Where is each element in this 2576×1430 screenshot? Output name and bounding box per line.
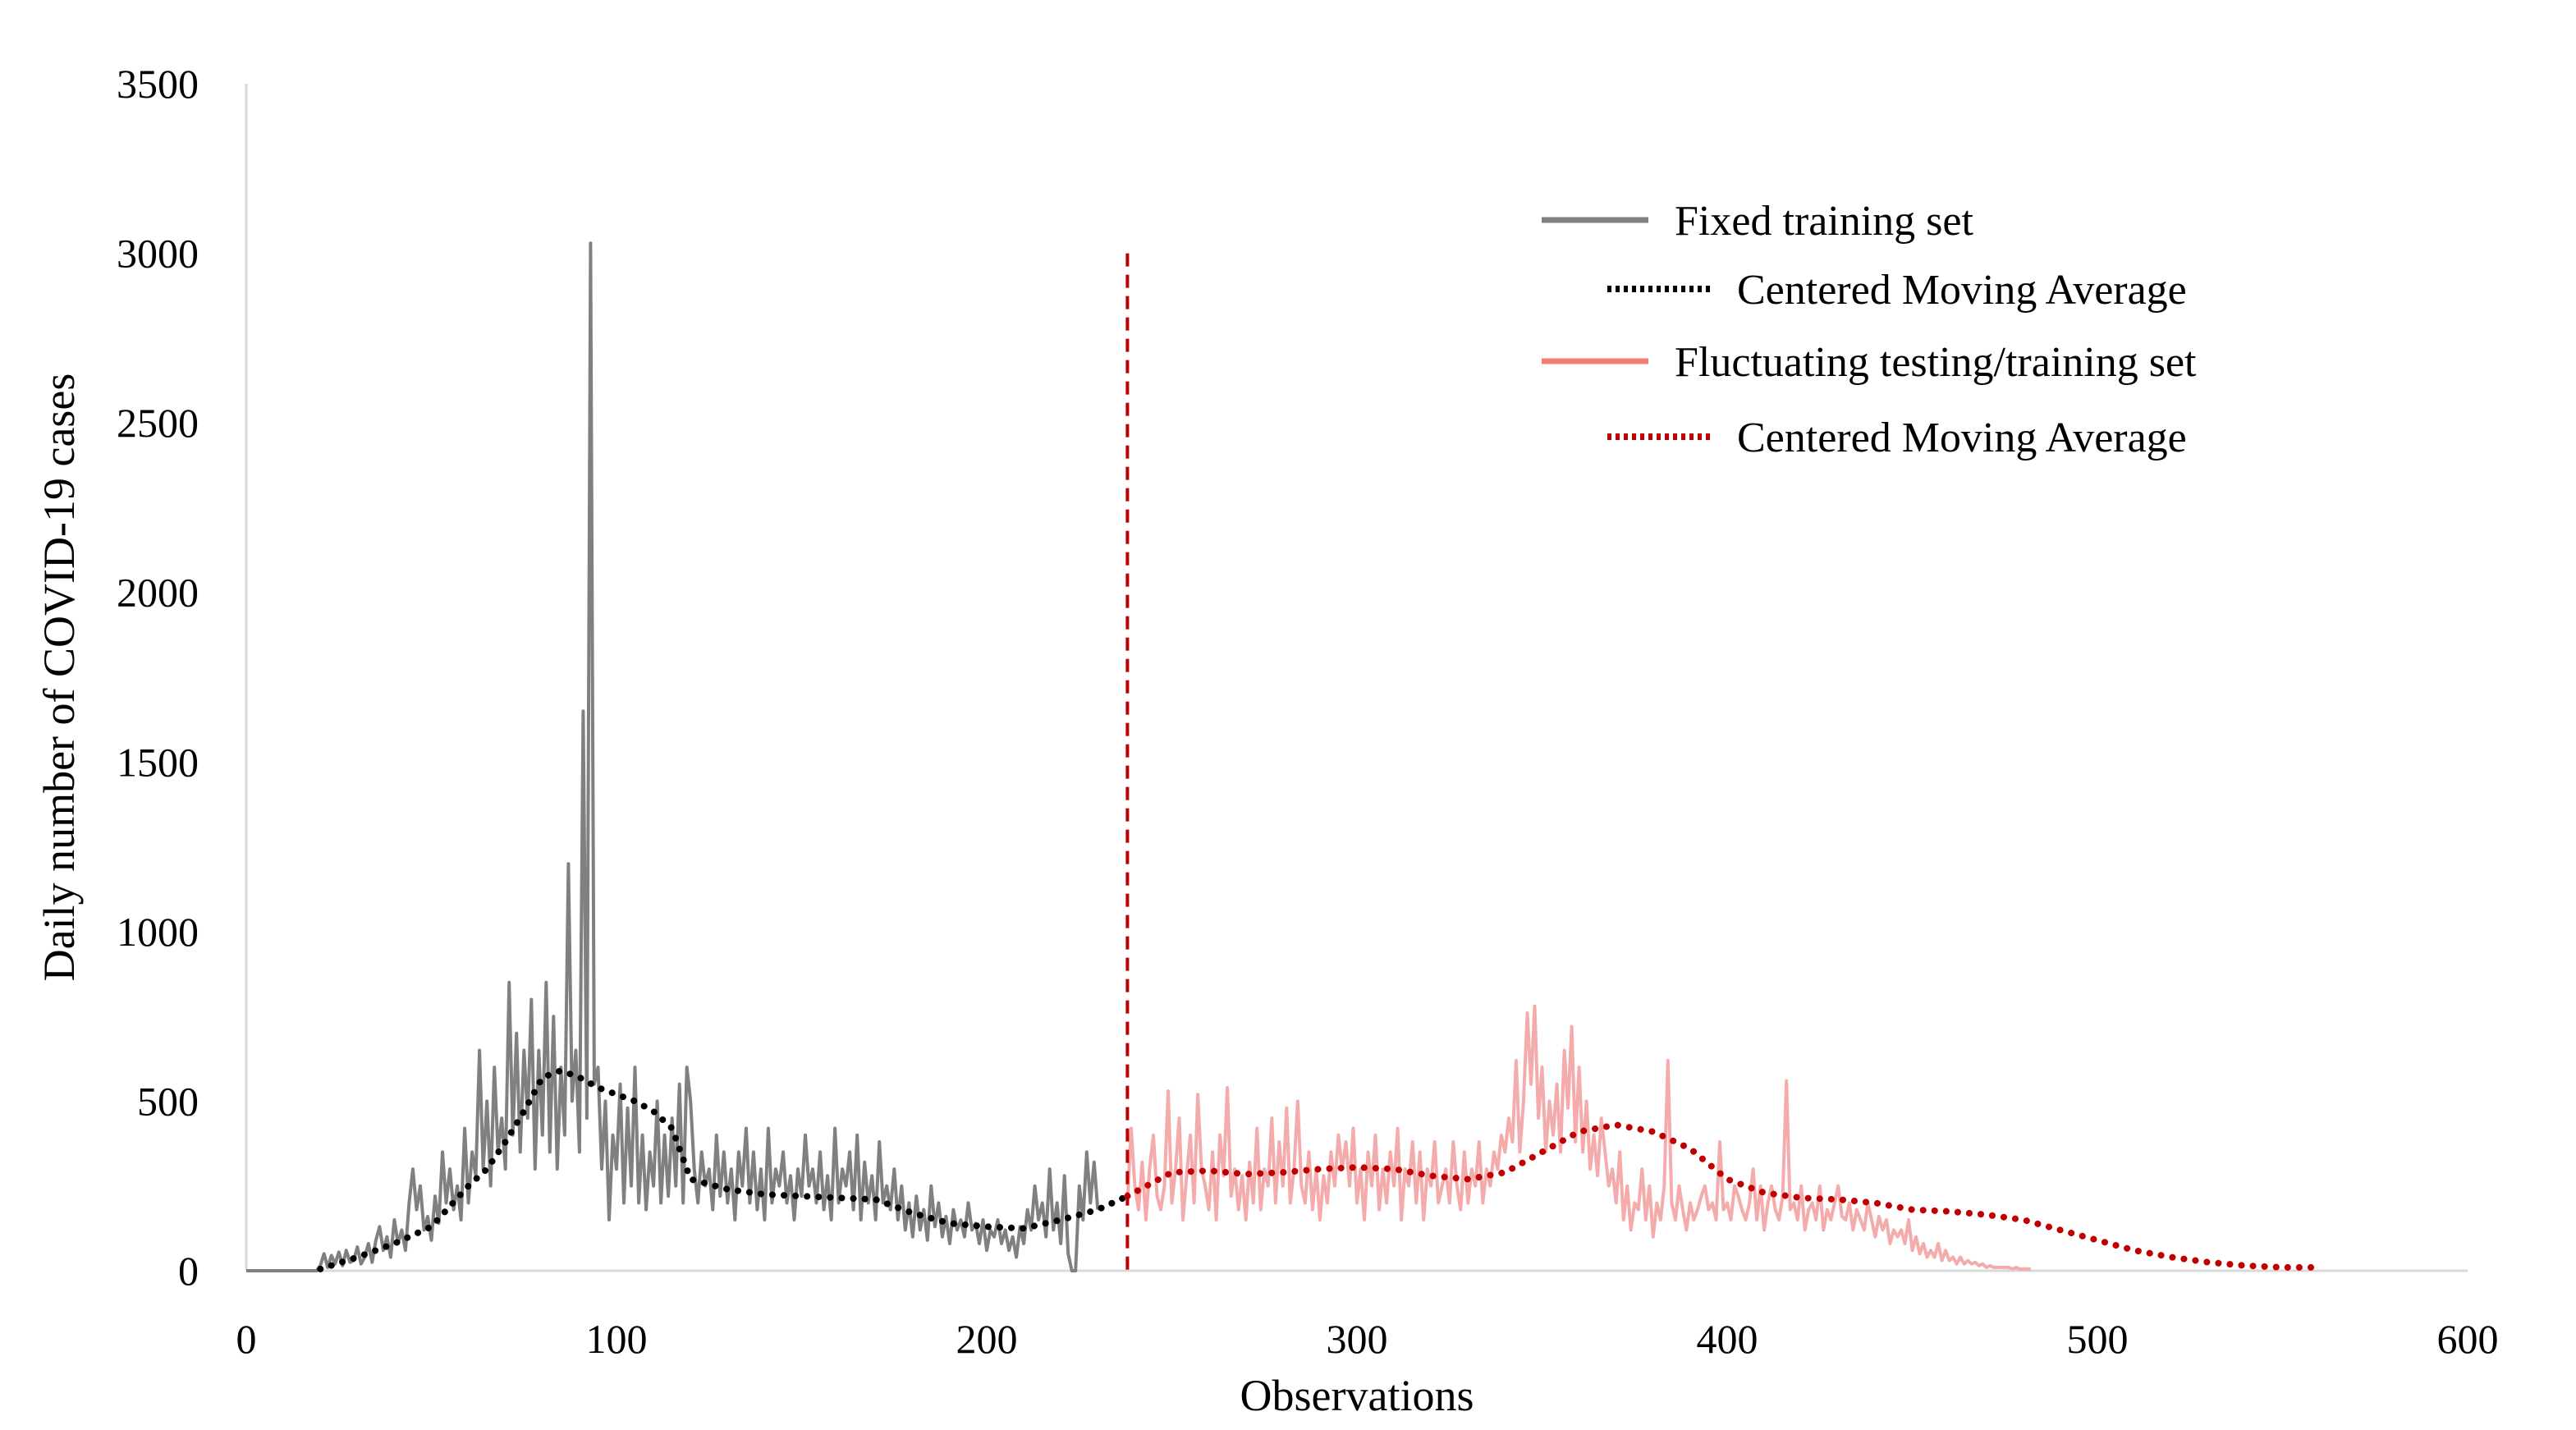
y-axis-title: Daily number of COVID-19 cases — [34, 374, 84, 982]
series-layer — [246, 241, 2316, 1272]
x-tick-label: 100 — [586, 1316, 648, 1362]
legend-item-moving-average-red: Centered Moving Average — [1607, 415, 2187, 461]
legend: Fixed training set Centered Moving Avera… — [1542, 198, 2197, 461]
legend-item-fluctuating-set: Fluctuating testing/training set — [1542, 339, 2197, 386]
y-tick-label: 2000 — [117, 570, 199, 616]
legend-label-fixed-training: Fixed training set — [1675, 198, 1974, 245]
x-tick-label: 300 — [1327, 1316, 1388, 1362]
x-tick-label: 200 — [956, 1316, 1018, 1362]
y-tick-label: 3000 — [117, 231, 199, 277]
legend-item-moving-average-black: Centered Moving Average — [1607, 267, 2187, 314]
x-axis-title: Observations — [1240, 1371, 1474, 1420]
legend-item-fixed-training: Fixed training set — [1542, 198, 1974, 245]
y-tick-label: 0 — [178, 1248, 199, 1294]
x-tick-label: 400 — [1697, 1316, 1758, 1362]
legend-label-fluctuating-set: Fluctuating testing/training set — [1675, 339, 2197, 386]
x-tick-label: 0 — [236, 1316, 257, 1362]
series-moving-average-red — [1124, 1121, 2316, 1271]
x-tick-label: 600 — [2437, 1316, 2499, 1362]
y-tick-label: 3500 — [117, 61, 199, 107]
series-fixed-training-set — [246, 241, 1100, 1272]
x-tick-labels: 0 100 200 300 400 500 600 — [236, 1316, 2499, 1362]
series-moving-average-black — [317, 1067, 1131, 1272]
y-tick-labels: 0 500 1000 1500 2000 2500 3000 3500 — [117, 61, 199, 1294]
y-tick-label: 500 — [137, 1078, 199, 1124]
legend-label-moving-average-black: Centered Moving Average — [1737, 267, 2187, 314]
y-tick-label: 1000 — [117, 909, 199, 955]
legend-label-moving-average-red: Centered Moving Average — [1737, 415, 2187, 461]
series-fluctuating-testing-training-set — [1125, 1004, 2031, 1271]
y-tick-label: 1500 — [117, 739, 199, 785]
x-tick-label: 500 — [2067, 1316, 2129, 1362]
y-tick-label: 2500 — [117, 400, 199, 446]
